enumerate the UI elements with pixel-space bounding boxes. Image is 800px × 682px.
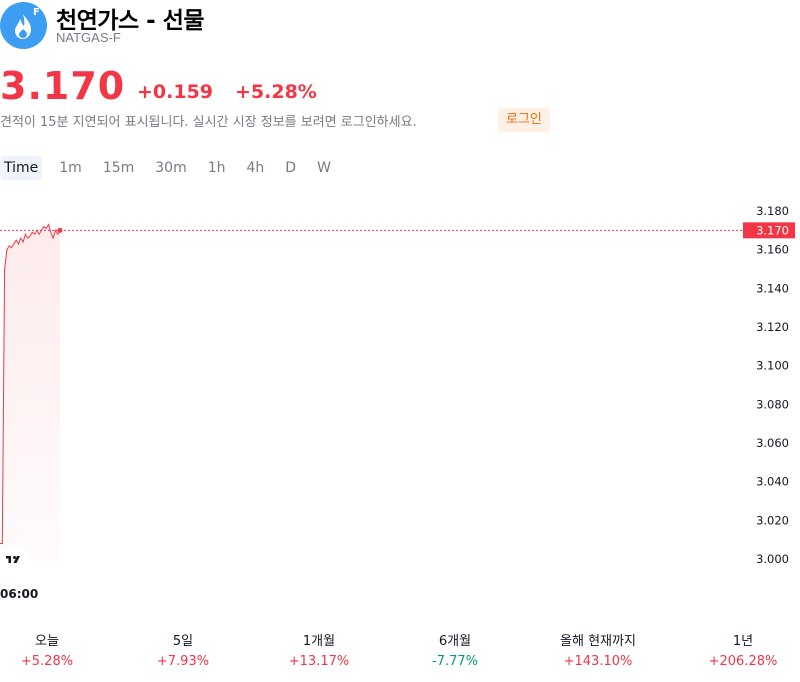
period-change: +143.10%	[563, 654, 633, 669]
period-label: 1년	[732, 634, 754, 649]
period-change: +5.28%	[20, 654, 74, 669]
ticker-symbol: NATGAS-F	[56, 30, 121, 45]
period-label: 올해 현재까지	[560, 634, 636, 649]
price-series-line	[0, 223, 61, 544]
interval-tab-d[interactable]: D	[285, 160, 297, 176]
period-change: +7.93%	[156, 654, 210, 669]
interval-tab-15m[interactable]: 15m	[102, 160, 135, 176]
y-axis-tick-label: 3.020	[756, 513, 789, 527]
flame-icon: F	[0, 2, 47, 49]
y-axis-tick-label: 3.060	[756, 436, 789, 450]
symbol-header: F 천연가스 - 선물 NATGAS-F	[0, 0, 800, 49]
interval-tab-1h[interactable]: 1h	[207, 160, 226, 176]
period-change: -7.77%	[432, 654, 478, 669]
price-change: +0.159	[137, 81, 214, 103]
period-label: 오늘	[35, 634, 59, 649]
period-label: 6개월	[438, 634, 472, 649]
interval-tab-4h[interactable]: 4h	[246, 160, 265, 176]
price-chart[interactable]: 3.180 3.160 3.140 3.120 3.100 3.080 3.060 3.040…	[0, 195, 800, 605]
period-2[interactable]: 1개월 +13.17%	[259, 632, 379, 672]
interval-tab-time[interactable]: Time	[0, 156, 43, 180]
last-price-label: 3.170	[756, 223, 789, 237]
y-axis-tick-label: 3.040	[756, 475, 789, 489]
tradingview-logo-icon[interactable]	[0, 547, 28, 569]
interval-tabs: Time 1m 15m 30m 1h 4h D W	[0, 156, 348, 180]
period-1[interactable]: 5일 +7.93%	[123, 632, 243, 672]
period-0[interactable]: 오늘 +5.28%	[0, 632, 107, 672]
x-axis-tick-label: 06:00	[0, 587, 38, 601]
price-area-fill	[0, 224, 60, 559]
last-price: 3.170	[0, 64, 126, 108]
period-5[interactable]: 1년 +206.28%	[683, 632, 800, 672]
period-3[interactable]: 6개월 -7.77%	[395, 632, 515, 672]
y-axis-tick-label: 3.000	[756, 552, 789, 566]
y-axis-tick-label: 3.080	[756, 397, 789, 411]
interval-tab-30m[interactable]: 30m	[155, 160, 187, 176]
logo-letter: F	[33, 7, 40, 18]
period-change: +206.28%	[708, 654, 778, 669]
last-price-label-bg	[743, 222, 795, 239]
period-label: 5일	[172, 634, 194, 649]
performance-periods: 오늘 +5.28% 5일 +7.93% 1개월 +13.17% 6개월 -7.77% 올해 현재…	[0, 632, 800, 676]
period-label: 1개월	[302, 634, 336, 649]
period-change: +13.17%	[288, 654, 350, 669]
period-4[interactable]: 올해 현재까지 +143.10%	[538, 632, 658, 672]
flame-icon-svg	[15, 14, 31, 39]
delay-notice: 견적이 15분 지연되어 표시됩니다. 실시간 시장 정보를 보려면 로그인하세…	[0, 115, 417, 130]
y-axis-tick-label: 3.120	[756, 320, 789, 334]
y-axis-tick-label: 3.140	[756, 281, 789, 295]
last-price-dot	[57, 227, 63, 233]
y-axis-tick-label: 3.180	[756, 204, 789, 218]
price-change-percent: +5.28%	[235, 81, 317, 103]
y-axis-tick-label: 3.160	[756, 243, 789, 257]
login-button[interactable]: 로그인	[498, 108, 550, 132]
y-axis-tick-label: 3.100	[756, 359, 789, 373]
interval-tab-1m[interactable]: 1m	[59, 160, 82, 176]
interval-tab-w[interactable]: W	[317, 160, 331, 176]
quote-row: 3.170 +0.159 +5.28%	[0, 64, 800, 108]
page-title: 천연가스 - 선물	[56, 8, 205, 34]
